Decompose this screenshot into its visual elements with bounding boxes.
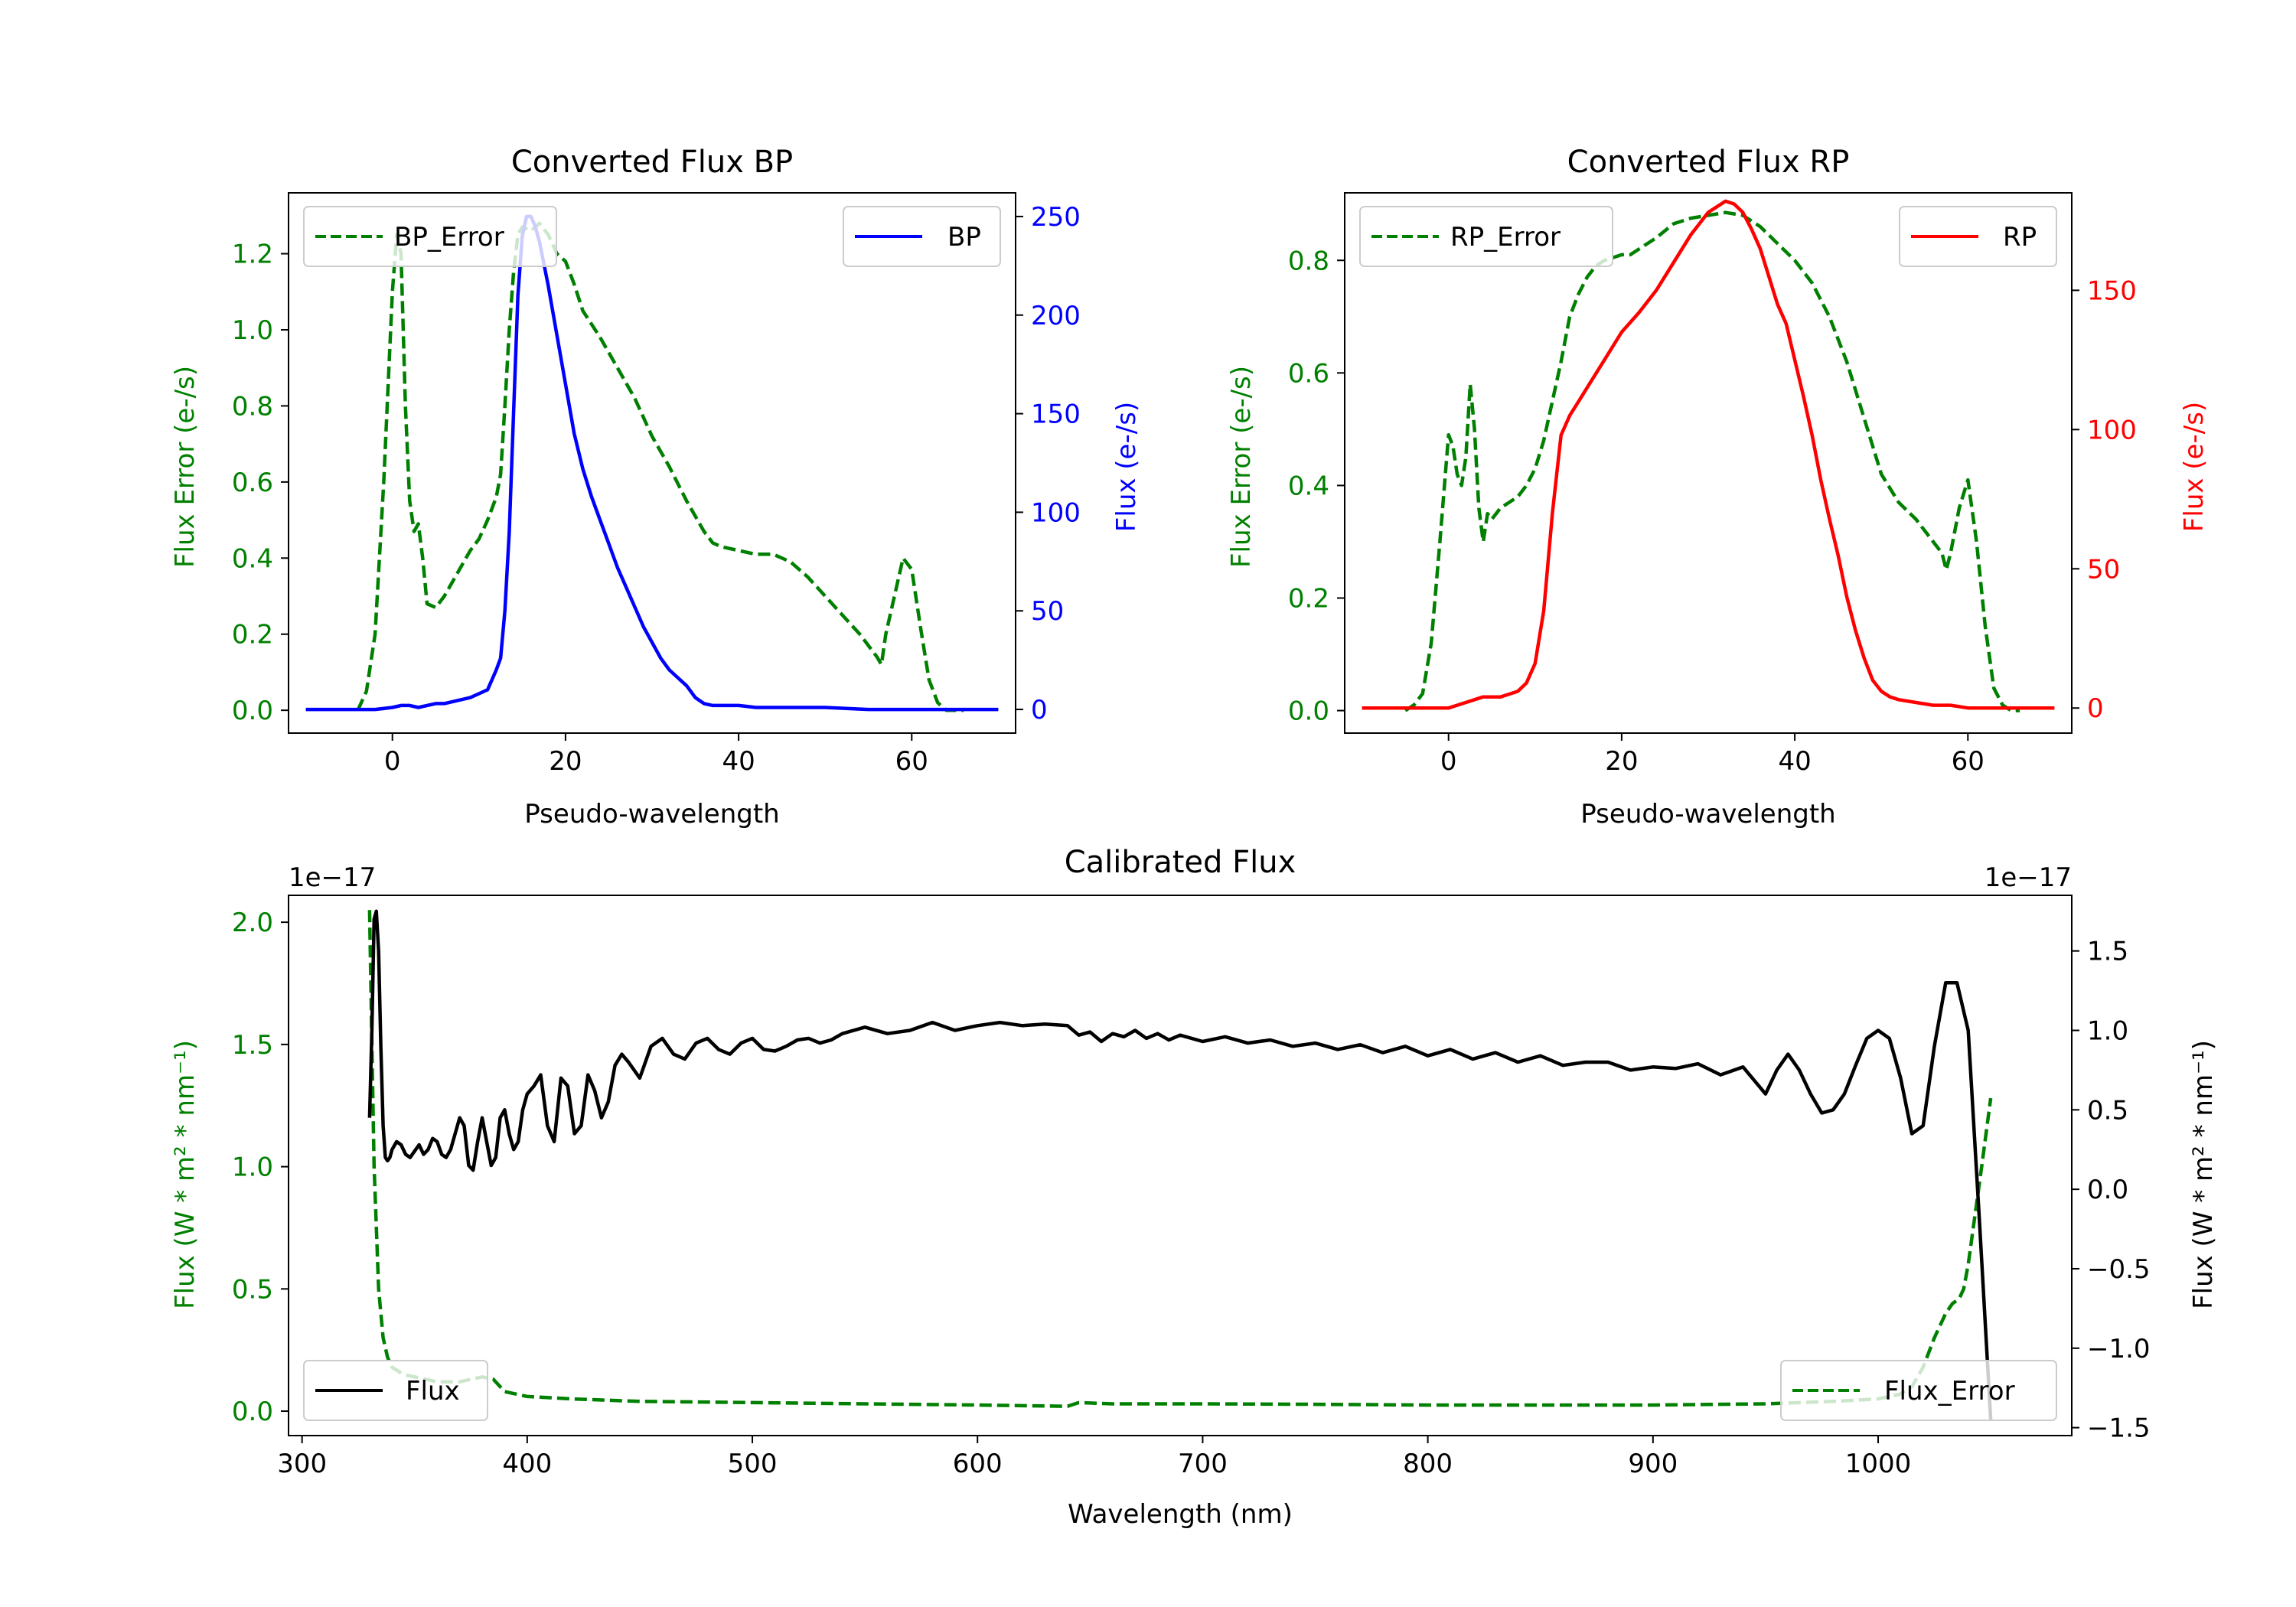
rp-ytick-right-label: 100 xyxy=(2087,415,2137,445)
rp-axes-frame xyxy=(1344,192,2073,734)
cal-ytick-left-label: 2.0 xyxy=(232,908,273,938)
bp-ytick-left-label: 0.8 xyxy=(232,391,273,422)
cal-ytick-right-label: −0.5 xyxy=(2087,1254,2151,1285)
rp-series-rp xyxy=(1362,199,2055,710)
cal-axes-frame xyxy=(288,895,2073,1436)
cal-xtick-label: 500 xyxy=(728,1449,778,1479)
cal-legend-error: Flux_Error xyxy=(1780,1360,2057,1421)
rp-ytick-left-label: 0.0 xyxy=(1288,696,1329,727)
cal-ytick-right-label: 1.0 xyxy=(2087,1016,2128,1047)
bp-ytick-right-label: 250 xyxy=(1031,202,1081,233)
bp-legend-flux-label: BP xyxy=(947,222,981,253)
rp-legend-error-box xyxy=(1359,206,1613,267)
cal-legend-error-label: Flux_Error xyxy=(1884,1376,2015,1407)
rp-ticks: 0 20 40 60 0.0 0.2 0.4 0.6 0.8 0 50 100 150 xyxy=(1288,246,2137,777)
cal-ytick-left-label: 0.0 xyxy=(232,1397,273,1427)
rp-plot-area xyxy=(1362,199,2055,712)
bp-ylabel-right: Flux (e-/s) xyxy=(1111,402,1142,532)
rp-xtick-label: 0 xyxy=(1440,746,1457,777)
cal-legend-error-box xyxy=(1780,1360,2057,1421)
bp-xtick-label: 60 xyxy=(895,746,928,777)
bp-ytick-left-label: 0.4 xyxy=(232,543,273,574)
cal-xtick-label: 600 xyxy=(953,1449,1003,1479)
rp-xlabel: Pseudo-wavelength xyxy=(1580,799,1835,830)
rp-ytick-right-label: 50 xyxy=(2087,554,2120,585)
rp-ytick-left-label: 0.8 xyxy=(1288,246,1329,276)
cal-xtick-label: 400 xyxy=(502,1449,552,1479)
bp-ytick-left-label: 0.2 xyxy=(232,620,273,650)
cal-series-flux xyxy=(367,909,1993,1420)
cal-ytick-left-label: 1.0 xyxy=(232,1152,273,1183)
bp-legend-error-label: BP_Error xyxy=(394,222,504,253)
cal-xtick-label: 800 xyxy=(1403,1449,1453,1479)
cal-xlabel: Wavelength (nm) xyxy=(1068,1499,1293,1530)
bp-legend-error-box xyxy=(303,206,557,267)
bp-series-bp-error xyxy=(356,221,964,712)
rp-legend-flux: RP xyxy=(1899,206,2057,267)
bp-axes-frame xyxy=(288,192,1016,734)
bp-xtick-label: 20 xyxy=(549,746,582,777)
bp-ytick-right-label: 200 xyxy=(1031,301,1081,331)
bp-title: Converted Flux BP xyxy=(511,145,793,180)
rp-ytick-left-label: 0.2 xyxy=(1288,584,1329,614)
bp-xtick-label: 0 xyxy=(384,746,401,777)
cal-offset-left: 1e−17 xyxy=(289,862,376,893)
cal-panel: Calibrated Flux 1e−17 1e−17 Wavelength (… xyxy=(170,845,2219,1530)
rp-legend-error: RP_Error xyxy=(1359,206,1613,267)
rp-ytick-left-label: 0.4 xyxy=(1288,471,1329,501)
cal-ytick-left-label: 1.5 xyxy=(232,1030,273,1061)
rp-title: Converted Flux RP xyxy=(1567,145,1850,180)
cal-ticks: 300 400 500 600 700 800 900 1000 0.0 0.5 1.0 1.5 2.0… xyxy=(232,908,2151,1479)
cal-title: Calibrated Flux xyxy=(1065,845,1296,880)
bp-legend-flux: BP xyxy=(843,206,1001,267)
rp-legend-error-label: RP_Error xyxy=(1450,222,1561,253)
bp-legend-error: BP_Error xyxy=(303,206,557,267)
rp-ylabel-left: Flux Error (e-/s) xyxy=(1226,366,1257,568)
rp-xtick-label: 60 xyxy=(1952,746,1985,777)
cal-ytick-right-label: −1.5 xyxy=(2087,1413,2151,1444)
cal-ytick-left-label: 0.5 xyxy=(232,1274,273,1305)
bp-ticks: 0 20 40 60 0.0 0.2 0.4 0.6 0.8 1.0 1.2 0 50 100 150 200… xyxy=(232,202,1081,777)
rp-xtick-label: 40 xyxy=(1778,746,1811,777)
cal-plot-area xyxy=(367,909,1993,1420)
bp-xtick-label: 40 xyxy=(722,746,755,777)
cal-legend-flux-box xyxy=(303,1360,488,1421)
rp-ylabel-right: Flux (e-/s) xyxy=(2179,402,2210,532)
bp-plot-area xyxy=(305,214,999,712)
rp-panel: Converted Flux RP Pseudo-wavelength Flux… xyxy=(1226,145,2210,830)
bp-ytick-left-label: 1.2 xyxy=(232,240,273,270)
cal-legend-flux: Flux xyxy=(303,1360,488,1421)
bp-xlabel: Pseudo-wavelength xyxy=(524,799,779,830)
cal-ytick-right-label: 0.5 xyxy=(2087,1095,2128,1126)
cal-legend-flux-label: Flux xyxy=(406,1376,460,1407)
bp-series-bp xyxy=(305,214,999,712)
bp-ytick-right-label: 150 xyxy=(1031,399,1081,430)
bp-ylabel-left: Flux Error (e-/s) xyxy=(170,366,201,568)
cal-ytick-right-label: 1.5 xyxy=(2087,937,2128,967)
bp-ytick-left-label: 0.6 xyxy=(232,468,273,498)
cal-ytick-right-label: 0.0 xyxy=(2087,1175,2128,1205)
rp-legend-flux-label: RP xyxy=(2003,222,2037,253)
rp-series-rp-error xyxy=(1404,210,2020,712)
cal-xtick-label: 1000 xyxy=(1845,1449,1912,1479)
rp-ytick-left-label: 0.6 xyxy=(1288,358,1329,389)
cal-offset-right: 1e−17 xyxy=(1985,862,2072,893)
cal-xtick-label: 700 xyxy=(1178,1449,1228,1479)
bp-panel: Converted Flux BP Pseudo-wavelength Flux… xyxy=(170,145,1142,830)
rp-xtick-label: 20 xyxy=(1605,746,1638,777)
rp-ytick-right-label: 150 xyxy=(2087,275,2137,306)
cal-ylabel-right: Flux (W * m² * nm⁻¹) xyxy=(2188,1040,2219,1309)
bp-ytick-right-label: 50 xyxy=(1031,596,1064,627)
cal-series-flux-error xyxy=(367,910,1993,1408)
cal-ylabel-left: Flux (W * m² * nm⁻¹) xyxy=(170,1040,201,1309)
bp-ytick-left-label: 0.0 xyxy=(232,696,273,726)
cal-xtick-label: 300 xyxy=(277,1449,327,1479)
bp-ytick-left-label: 1.0 xyxy=(232,315,273,346)
bp-ytick-right-label: 0 xyxy=(1031,695,1048,725)
cal-ytick-right-label: −1.0 xyxy=(2087,1334,2151,1364)
bp-ytick-right-label: 100 xyxy=(1031,497,1081,528)
rp-ytick-right-label: 0 xyxy=(2087,693,2104,724)
cal-xtick-label: 900 xyxy=(1628,1449,1678,1479)
